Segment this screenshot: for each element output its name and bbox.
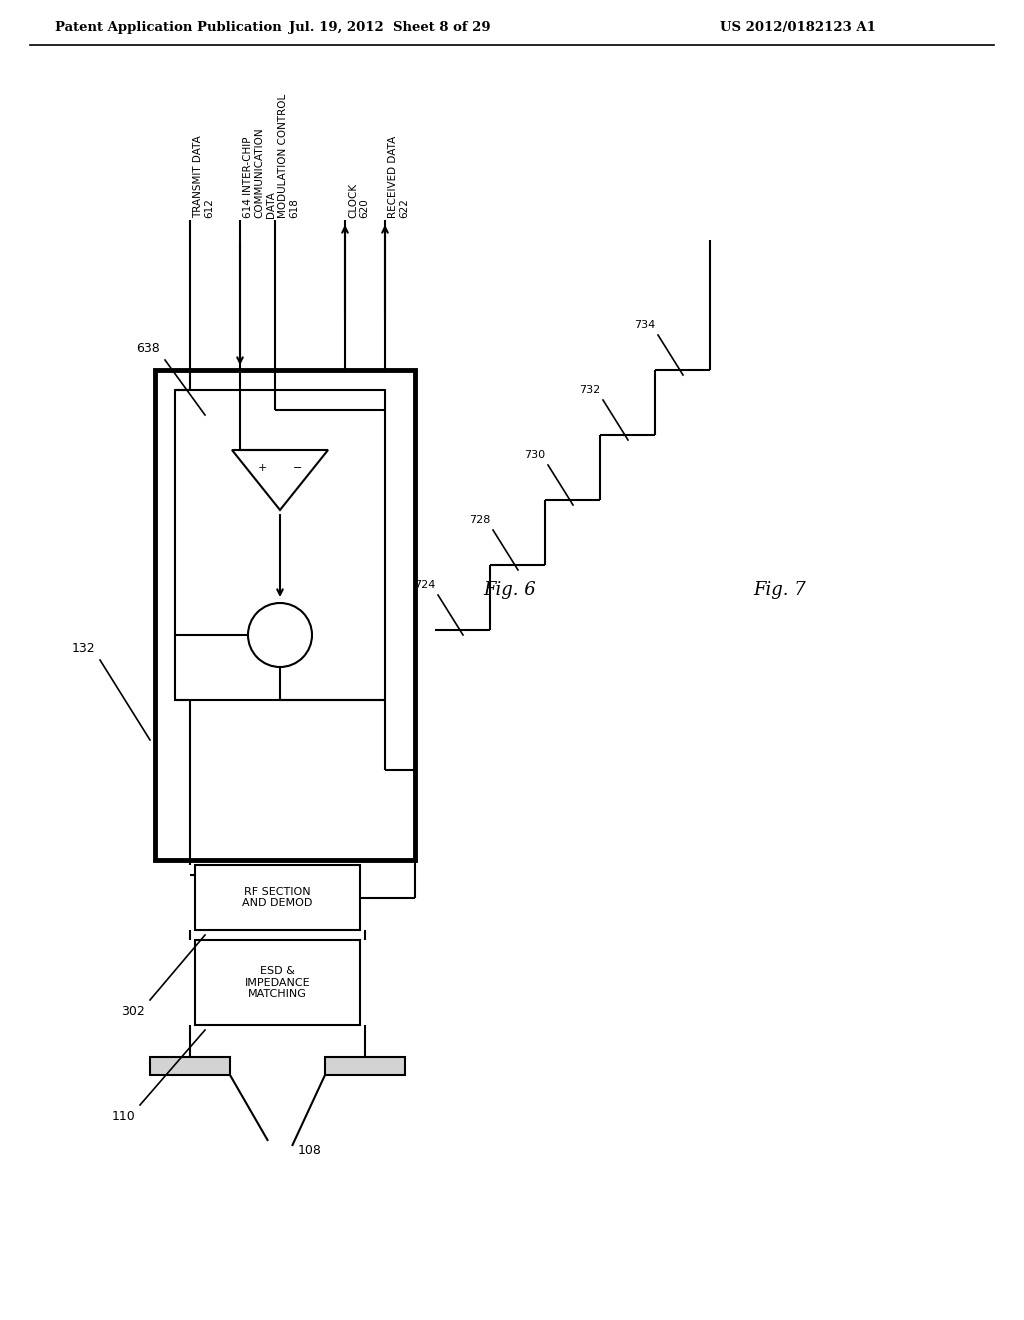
Bar (195, 940, 360, 1026)
Text: 302: 302 (121, 1005, 145, 1018)
Bar (195, 865, 360, 931)
Text: US 2012/0182123 A1: US 2012/0182123 A1 (720, 21, 876, 34)
Text: +: + (257, 463, 266, 473)
Bar (155, 370, 415, 861)
Text: 108: 108 (298, 1143, 322, 1156)
Text: RECEIVED DATA
622: RECEIVED DATA 622 (388, 136, 410, 218)
Text: 732: 732 (579, 385, 600, 395)
Text: 728: 728 (469, 515, 490, 525)
Text: Fig. 7: Fig. 7 (754, 581, 806, 599)
Bar (325, 1057, 406, 1074)
Text: TRANSMIT DATA
612: TRANSMIT DATA 612 (193, 135, 215, 218)
Text: −: − (293, 463, 303, 473)
Text: 734: 734 (634, 319, 655, 330)
Bar (175, 389, 385, 700)
Text: 132: 132 (72, 642, 95, 655)
Text: Patent Application Publication: Patent Application Publication (55, 21, 282, 34)
Text: ESD &
IMPEDANCE
MATCHING: ESD & IMPEDANCE MATCHING (245, 966, 310, 999)
Text: 110: 110 (112, 1110, 135, 1123)
Text: 638: 638 (136, 342, 160, 355)
Text: 730: 730 (524, 450, 545, 459)
Bar (150, 1057, 230, 1074)
Text: RF SECTION
AND DEMOD: RF SECTION AND DEMOD (243, 887, 312, 908)
Text: Jul. 19, 2012  Sheet 8 of 29: Jul. 19, 2012 Sheet 8 of 29 (289, 21, 490, 34)
Text: MODULATION CONTROL
618: MODULATION CONTROL 618 (278, 94, 300, 218)
Text: 614 INTER-CHIP
COMMUNICATION
DATA: 614 INTER-CHIP COMMUNICATION DATA (243, 127, 276, 218)
Text: 724: 724 (414, 579, 435, 590)
Text: CLOCK
620: CLOCK 620 (348, 183, 370, 218)
Text: Fig. 6: Fig. 6 (483, 581, 537, 599)
